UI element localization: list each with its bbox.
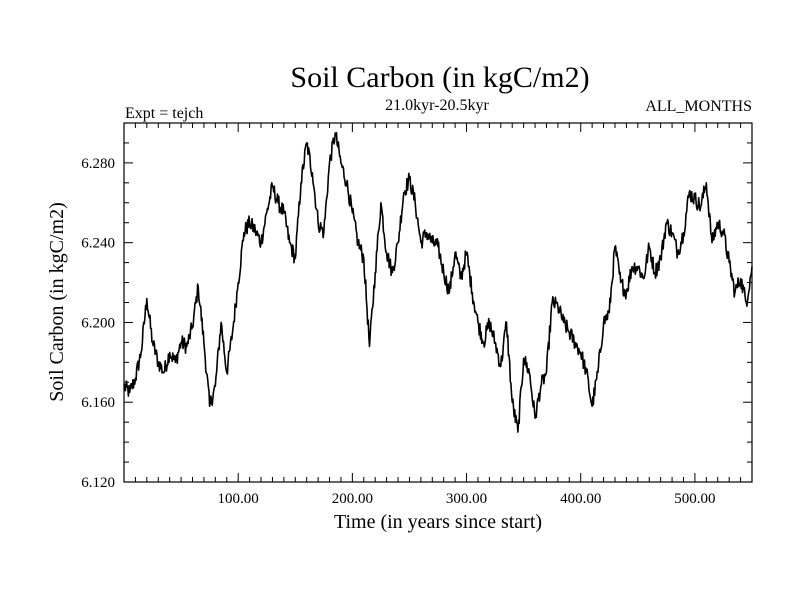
x-tick-label: 300.00 (446, 491, 487, 507)
experiment-label: Expt = tejch (125, 105, 203, 122)
chart-subtitle: 21.0kyr-20.5kyr (385, 97, 489, 114)
x-tick-label: 200.00 (332, 491, 373, 507)
tick-marks (124, 123, 752, 482)
x-tick-labels: 100.00 200.00 300.00 400.00 500.00 (218, 491, 716, 507)
x-tick-label: 100.00 (218, 491, 259, 507)
months-label: ALL_MONTHS (645, 98, 752, 115)
soil-carbon-line (123, 132, 753, 433)
y-axis-label: Soil Carbon (in kgC/m2) (46, 202, 68, 401)
y-tick-label: 6.160 (81, 395, 115, 411)
x-tick-label: 500.00 (674, 491, 715, 507)
y-tick-labels: 6.120 6.160 6.200 6.240 6.280 (81, 156, 115, 491)
x-tick-label: 400.00 (560, 491, 601, 507)
y-tick-label: 6.240 (81, 236, 115, 252)
chart-title: Soil Carbon (in kgC/m2) (290, 61, 589, 94)
y-tick-label: 6.280 (81, 156, 115, 172)
y-tick-label: 6.120 (81, 475, 115, 491)
plot-frame (123, 122, 753, 483)
y-tick-label: 6.200 (81, 315, 115, 331)
x-axis-label: Time (in years since start) (334, 511, 542, 533)
